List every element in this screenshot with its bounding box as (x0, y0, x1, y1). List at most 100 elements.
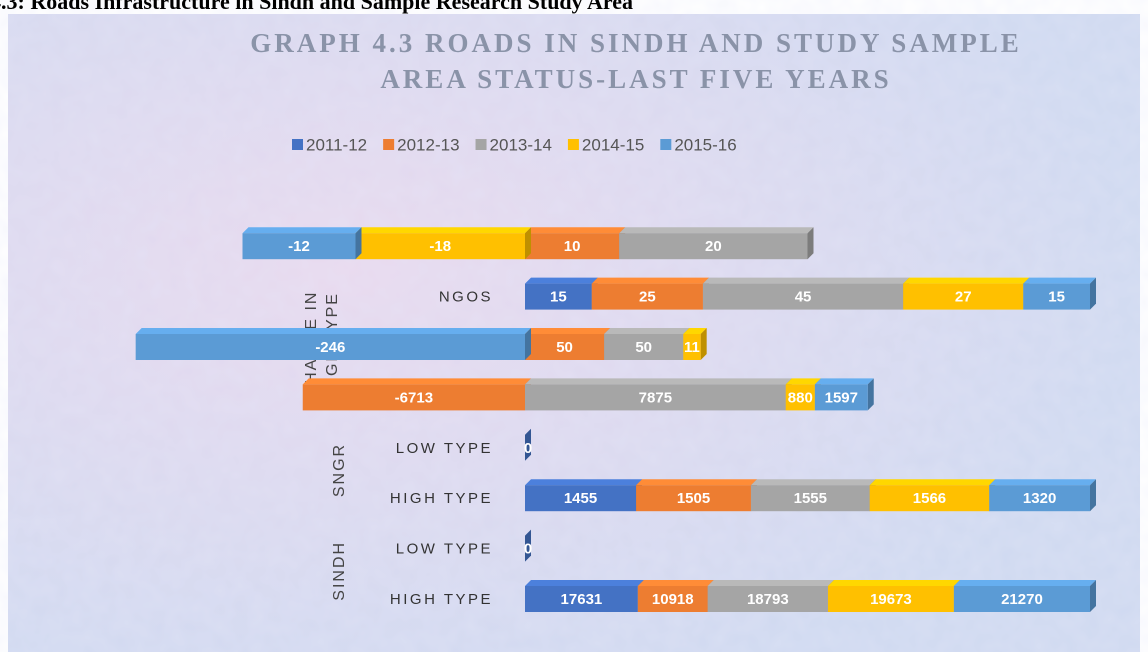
bar-top (525, 277, 598, 284)
legend-swatch (292, 139, 303, 150)
data-label: 21270 (1001, 591, 1043, 608)
bar (903, 283, 1024, 310)
bar (953, 586, 1090, 612)
bar (785, 384, 815, 411)
legend-swatch (383, 139, 395, 150)
bar-top (619, 227, 814, 234)
bar (707, 586, 828, 612)
category-label: HIGH TYPE (390, 490, 493, 507)
data-label: -246 (315, 339, 345, 356)
bar-top (636, 479, 757, 486)
legend-swatch (660, 139, 672, 150)
data-label: 19673 (870, 591, 912, 608)
bar-side (807, 227, 814, 260)
bar (591, 283, 703, 310)
data-label: 10918 (652, 591, 694, 608)
legend-label: 2014-15 (582, 135, 644, 154)
data-label: 10 (564, 238, 581, 255)
data-label: 20 (705, 238, 722, 255)
bar-top (903, 277, 1030, 284)
chart-title: GRAPH 4.3 ROADS IN SINDH AND STUDY SAMPL… (250, 28, 1022, 58)
bar (525, 485, 637, 512)
data-label: -18 (429, 238, 451, 255)
bar (814, 384, 868, 411)
bar-top (135, 328, 531, 334)
bar-top (827, 580, 960, 586)
bar-side (525, 227, 531, 260)
bar (1023, 283, 1090, 310)
data-label: 1597 (825, 389, 858, 406)
bar-top (707, 580, 834, 586)
bar (525, 586, 638, 612)
bar (525, 384, 786, 411)
bar (636, 485, 751, 512)
bar-top (750, 479, 876, 486)
data-label: 1566 (913, 490, 946, 507)
data-label: 0 (524, 541, 532, 558)
bar (604, 334, 684, 360)
data-label: 7875 (639, 389, 672, 406)
bar (869, 485, 990, 512)
bar-top (525, 479, 643, 486)
data-label: 11 (684, 339, 700, 356)
data-label: 1555 (794, 490, 827, 507)
group-label: SNGR (331, 443, 348, 497)
category-label: HIGH TYPE (390, 591, 493, 608)
bar-top (242, 227, 362, 234)
bar-top (302, 378, 531, 385)
bar-side (1090, 580, 1096, 612)
bar-top (953, 580, 1096, 586)
data-label: 18793 (747, 591, 789, 608)
legend-swatch (567, 139, 579, 150)
bar (637, 586, 708, 612)
bar (525, 233, 620, 260)
data-label: -6713 (395, 389, 433, 406)
data-label: 17631 (561, 591, 603, 608)
data-label: 1320 (1023, 490, 1056, 507)
bar-top (525, 328, 611, 334)
bar (355, 233, 525, 260)
bar-top (814, 378, 874, 385)
bar-side (355, 227, 362, 260)
bar (683, 334, 701, 360)
bar-top (785, 378, 821, 385)
bar (242, 233, 356, 260)
bar-top (525, 227, 626, 234)
bar-top (989, 479, 1096, 486)
bar-side (1090, 479, 1096, 512)
data-label: 27 (955, 289, 972, 306)
bar (619, 233, 808, 260)
category-label: NGOS (439, 289, 493, 306)
bar-top (525, 580, 644, 586)
data-label: 1455 (564, 490, 597, 507)
bar-top (869, 479, 996, 486)
page-heading: 4.3: Roads Infrastructure in Sindh and S… (0, 0, 633, 14)
bar (302, 384, 525, 411)
bar-top (525, 378, 792, 385)
data-label: 1505 (677, 490, 710, 507)
bar-top (1023, 277, 1096, 284)
data-label: 50 (635, 339, 652, 356)
bar-top (591, 277, 709, 284)
legend-swatch (475, 139, 487, 150)
legend-label: 2011-12 (306, 135, 367, 154)
bar (702, 283, 904, 310)
bar (525, 334, 605, 360)
bar (135, 334, 525, 360)
data-label: 45 (795, 289, 812, 306)
data-label: 880 (788, 389, 813, 406)
bar (827, 586, 954, 612)
data-label: -12 (288, 238, 310, 255)
legend-label: 2015-16 (674, 135, 736, 154)
bar (750, 485, 870, 512)
bar (525, 283, 592, 310)
bar-side (525, 529, 531, 562)
bar-side (867, 378, 874, 411)
bar-side (1090, 277, 1096, 310)
bar-top (604, 328, 690, 334)
bar-side (700, 328, 707, 360)
category-label: LOW TYPE (396, 440, 493, 457)
data-label: 25 (639, 289, 656, 306)
data-label: 50 (556, 339, 573, 356)
